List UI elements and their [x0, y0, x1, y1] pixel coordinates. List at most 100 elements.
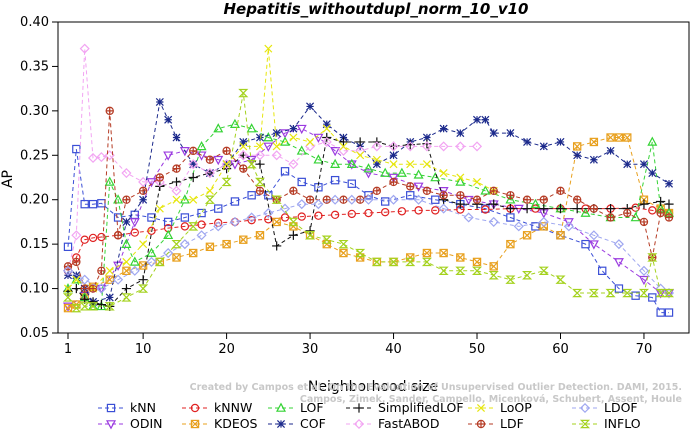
data-point-simplifiedlof [96, 299, 106, 310]
data-point-ldof [113, 274, 124, 285]
data-point-inflo [647, 253, 658, 262]
data-point-cof [239, 137, 248, 146]
data-point-odin [229, 160, 240, 170]
data-point-lof [213, 123, 224, 133]
data-point-knnw [247, 215, 256, 225]
data-point-inflo [204, 195, 215, 204]
data-point-cof [589, 155, 598, 164]
data-point-simplifiedlof [455, 199, 465, 209]
data-point-ldf [122, 195, 131, 204]
y-tick-label: 0.20 [20, 193, 49, 208]
data-point-ldf [80, 284, 89, 293]
data-point-knnw [330, 210, 340, 220]
legend-marker-ldof [579, 402, 591, 414]
data-point-ldof [413, 194, 424, 205]
data-point-loop [306, 137, 315, 146]
data-point-odin [146, 178, 157, 188]
data-point-ldof [346, 194, 357, 205]
data-point-odin [196, 151, 207, 161]
data-point-inflo [104, 302, 115, 311]
data-point-kdeos [589, 137, 599, 147]
data-point-knnw [581, 204, 590, 213]
data-point-inflo [455, 266, 466, 275]
x-tick-label: 40 [385, 342, 402, 357]
data-point-fastabod [121, 168, 132, 179]
x-tick-label: 50 [469, 342, 486, 357]
data-point-inflo [663, 288, 675, 298]
legend-marker-cof [276, 419, 286, 429]
data-point-cof [306, 102, 315, 111]
data-point-lof [146, 247, 157, 257]
data-point-ldf [372, 186, 382, 196]
axes: 0.05 0.10 0.15 0.20 0.25 0.30 0.35 0.40 1 10 20 30 4… [20, 15, 652, 357]
data-point-lof [580, 207, 591, 217]
data-point-fastabod [438, 141, 449, 152]
data-point-knn [431, 195, 440, 204]
data-point-inflo [555, 275, 566, 284]
data-point-simplifiedlof [138, 275, 148, 285]
data-point-fastabod [188, 159, 199, 170]
data-point-cof [255, 133, 265, 142]
legend-marker-odin [105, 420, 117, 430]
data-point-inflo [572, 288, 583, 298]
data-point-knn [180, 213, 190, 222]
data-point-lof [363, 163, 374, 173]
data-point-ldof [488, 216, 499, 227]
data-point-kdeos [422, 248, 432, 258]
data-point-lof [229, 118, 240, 128]
data-point-lof [647, 136, 658, 146]
data-point-ldf [623, 208, 632, 218]
data-point-odin [280, 129, 291, 139]
data-point-kdeos [63, 303, 73, 313]
data-point-ldof [129, 265, 140, 276]
data-point-knnw [531, 204, 540, 213]
data-point-knnw [180, 222, 190, 231]
data-point-lof [129, 256, 140, 266]
data-point-inflo [638, 288, 650, 298]
data-point-knn [63, 242, 73, 252]
data-point-kdeos [439, 248, 448, 258]
data-point-ldof [296, 199, 307, 210]
data-point-ldf [422, 186, 432, 196]
data-point-ldf [539, 195, 548, 204]
data-point-knn [247, 191, 256, 200]
data-point-ldf [606, 213, 615, 222]
data-point-fastabod [221, 159, 232, 170]
series-kdeos [63, 133, 674, 313]
data-point-ldf [556, 186, 565, 196]
data-point-simplifiedlof [338, 137, 349, 147]
data-point-ldof [438, 203, 449, 214]
data-point-loop [264, 44, 273, 53]
data-point-odin [296, 124, 307, 135]
data-point-ldf [439, 191, 448, 200]
data-point-ldf [389, 177, 398, 187]
legend-label-kdeos: KDEOS [214, 416, 258, 431]
data-point-knnw [130, 228, 139, 237]
data-point-simplifiedlof [605, 204, 616, 214]
x-tick-label: 10 [135, 342, 152, 357]
legend-item-ldof: LDOF [572, 400, 638, 415]
data-point-odin [263, 142, 274, 152]
data-point-ldf [456, 191, 465, 200]
data-point-simplifiedlof [489, 199, 499, 209]
series-line-cof [68, 100, 670, 303]
data-point-cof [105, 293, 114, 302]
data-point-ldf [113, 231, 123, 240]
data-point-cof [439, 124, 448, 133]
data-point-kdeos [506, 239, 515, 249]
data-point-fastabod [421, 141, 432, 152]
series-lof [62, 118, 675, 311]
data-point-ldof [96, 283, 107, 294]
data-point-ldf [172, 164, 181, 173]
data-point-inflo [288, 217, 299, 227]
data-point-cof [573, 151, 582, 160]
data-point-odin [413, 182, 424, 192]
data-point-ldf [489, 186, 498, 196]
data-point-ldof [463, 212, 474, 223]
series-line-ldof [67, 199, 670, 294]
legend-marker-loop [476, 403, 486, 413]
data-point-cof [664, 179, 674, 188]
data-point-knn [531, 222, 540, 231]
data-point-fastabod [96, 152, 107, 163]
data-point-inflo [338, 239, 349, 249]
